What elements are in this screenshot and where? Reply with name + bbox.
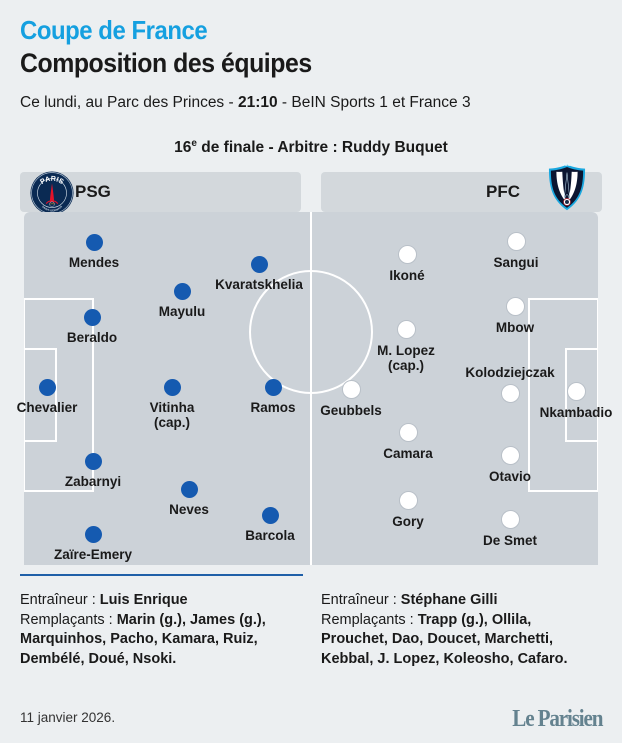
- svg-text:PARIS FC: PARIS FC: [557, 162, 578, 167]
